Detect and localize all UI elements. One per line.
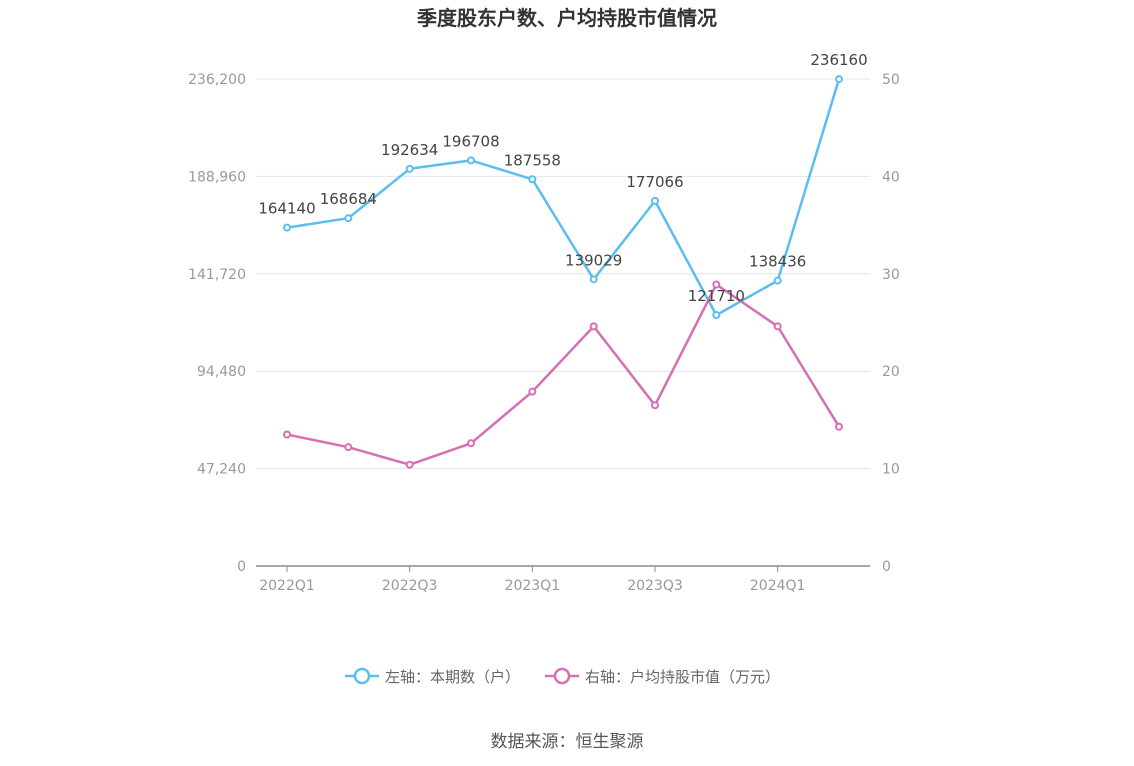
data-label: 168684 bbox=[320, 190, 377, 208]
data-point[interactable] bbox=[467, 439, 475, 448]
axes: 0 0 47,240 10 94,480 20 141,720 30 188,960 40 236,… bbox=[188, 72, 900, 594]
legend-marker bbox=[353, 667, 371, 685]
series-line-2 bbox=[286, 283, 841, 466]
legend-item-2[interactable]: 右轴：户均持股市值（万元） bbox=[545, 667, 780, 686]
source-note: 数据来源：恒生聚源 bbox=[491, 732, 644, 752]
right-axis-tick-label: 10 bbox=[882, 462, 900, 478]
data-label: 121710 bbox=[688, 287, 745, 305]
right-axis-tick-label: 30 bbox=[882, 267, 900, 283]
right-axis-tick-label: 20 bbox=[882, 364, 900, 380]
data-point[interactable] bbox=[528, 175, 537, 184]
right-axis-tick-label: 50 bbox=[882, 72, 900, 88]
data-point[interactable] bbox=[712, 280, 721, 289]
data-point[interactable] bbox=[589, 322, 598, 331]
left-axis-tick-label: 188,960 bbox=[188, 169, 246, 185]
data-point[interactable] bbox=[344, 443, 353, 452]
data-point[interactable] bbox=[528, 387, 537, 396]
x-axis-tick-label: 2024Q1 bbox=[750, 578, 806, 594]
x-axis-tick-label: 2022Q1 bbox=[259, 578, 315, 594]
data-point[interactable] bbox=[773, 276, 782, 285]
data-point[interactable] bbox=[835, 75, 843, 84]
data-label: 192634 bbox=[381, 141, 438, 159]
data-labels: 164140 168684 192634 196708 187558 139029 1770… bbox=[258, 51, 867, 305]
data-point[interactable] bbox=[405, 460, 414, 469]
data-point[interactable] bbox=[467, 156, 475, 165]
data-point[interactable] bbox=[651, 401, 659, 410]
x-axis-tick-label: 2022Q3 bbox=[382, 578, 438, 594]
series-lines bbox=[286, 78, 841, 466]
legend-marker bbox=[553, 667, 571, 685]
left-axis-tick-label: 236,200 bbox=[188, 72, 246, 88]
left-axis-tick-label: 0 bbox=[237, 559, 246, 575]
legend-label: 左轴：本期数（户） bbox=[385, 668, 520, 686]
data-label: 139029 bbox=[565, 251, 622, 269]
data-point[interactable] bbox=[405, 164, 414, 173]
data-point[interactable] bbox=[589, 275, 598, 284]
left-axis-tick-label: 94,480 bbox=[197, 364, 246, 380]
data-point[interactable] bbox=[835, 422, 843, 431]
legend[interactable]: 左轴：本期数（户） 右轴：户均持股市值（万元） bbox=[345, 667, 780, 686]
legend-label: 右轴：户均持股市值（万元） bbox=[585, 668, 780, 686]
x-axis-tick-label: 2023Q3 bbox=[627, 578, 683, 594]
right-axis-tick-label: 0 bbox=[882, 559, 891, 575]
left-axis-tick-label: 141,720 bbox=[188, 267, 246, 283]
data-label: 177066 bbox=[626, 173, 683, 191]
x-axis-tick-label: 2023Q1 bbox=[505, 578, 561, 594]
data-label: 196708 bbox=[442, 132, 499, 150]
data-label: 236160 bbox=[810, 51, 867, 69]
right-axis-tick-label: 40 bbox=[882, 169, 900, 185]
data-point[interactable] bbox=[344, 214, 353, 223]
data-point[interactable] bbox=[712, 311, 721, 320]
left-axis-tick-label: 47,240 bbox=[197, 462, 246, 478]
data-point[interactable] bbox=[651, 196, 659, 205]
chart-title: 季度股东户数、户均持股市值情况 bbox=[416, 6, 717, 30]
data-label: 187558 bbox=[504, 151, 561, 169]
data-point[interactable] bbox=[283, 430, 291, 439]
series-points bbox=[283, 75, 843, 469]
data-point[interactable] bbox=[283, 223, 291, 232]
data-point[interactable] bbox=[773, 322, 782, 331]
series-line-1 bbox=[286, 78, 841, 317]
legend-item-1[interactable]: 左轴：本期数（户） bbox=[345, 667, 520, 686]
data-label: 138436 bbox=[749, 253, 806, 271]
data-label: 164140 bbox=[258, 200, 315, 218]
gridlines bbox=[256, 78, 870, 470]
